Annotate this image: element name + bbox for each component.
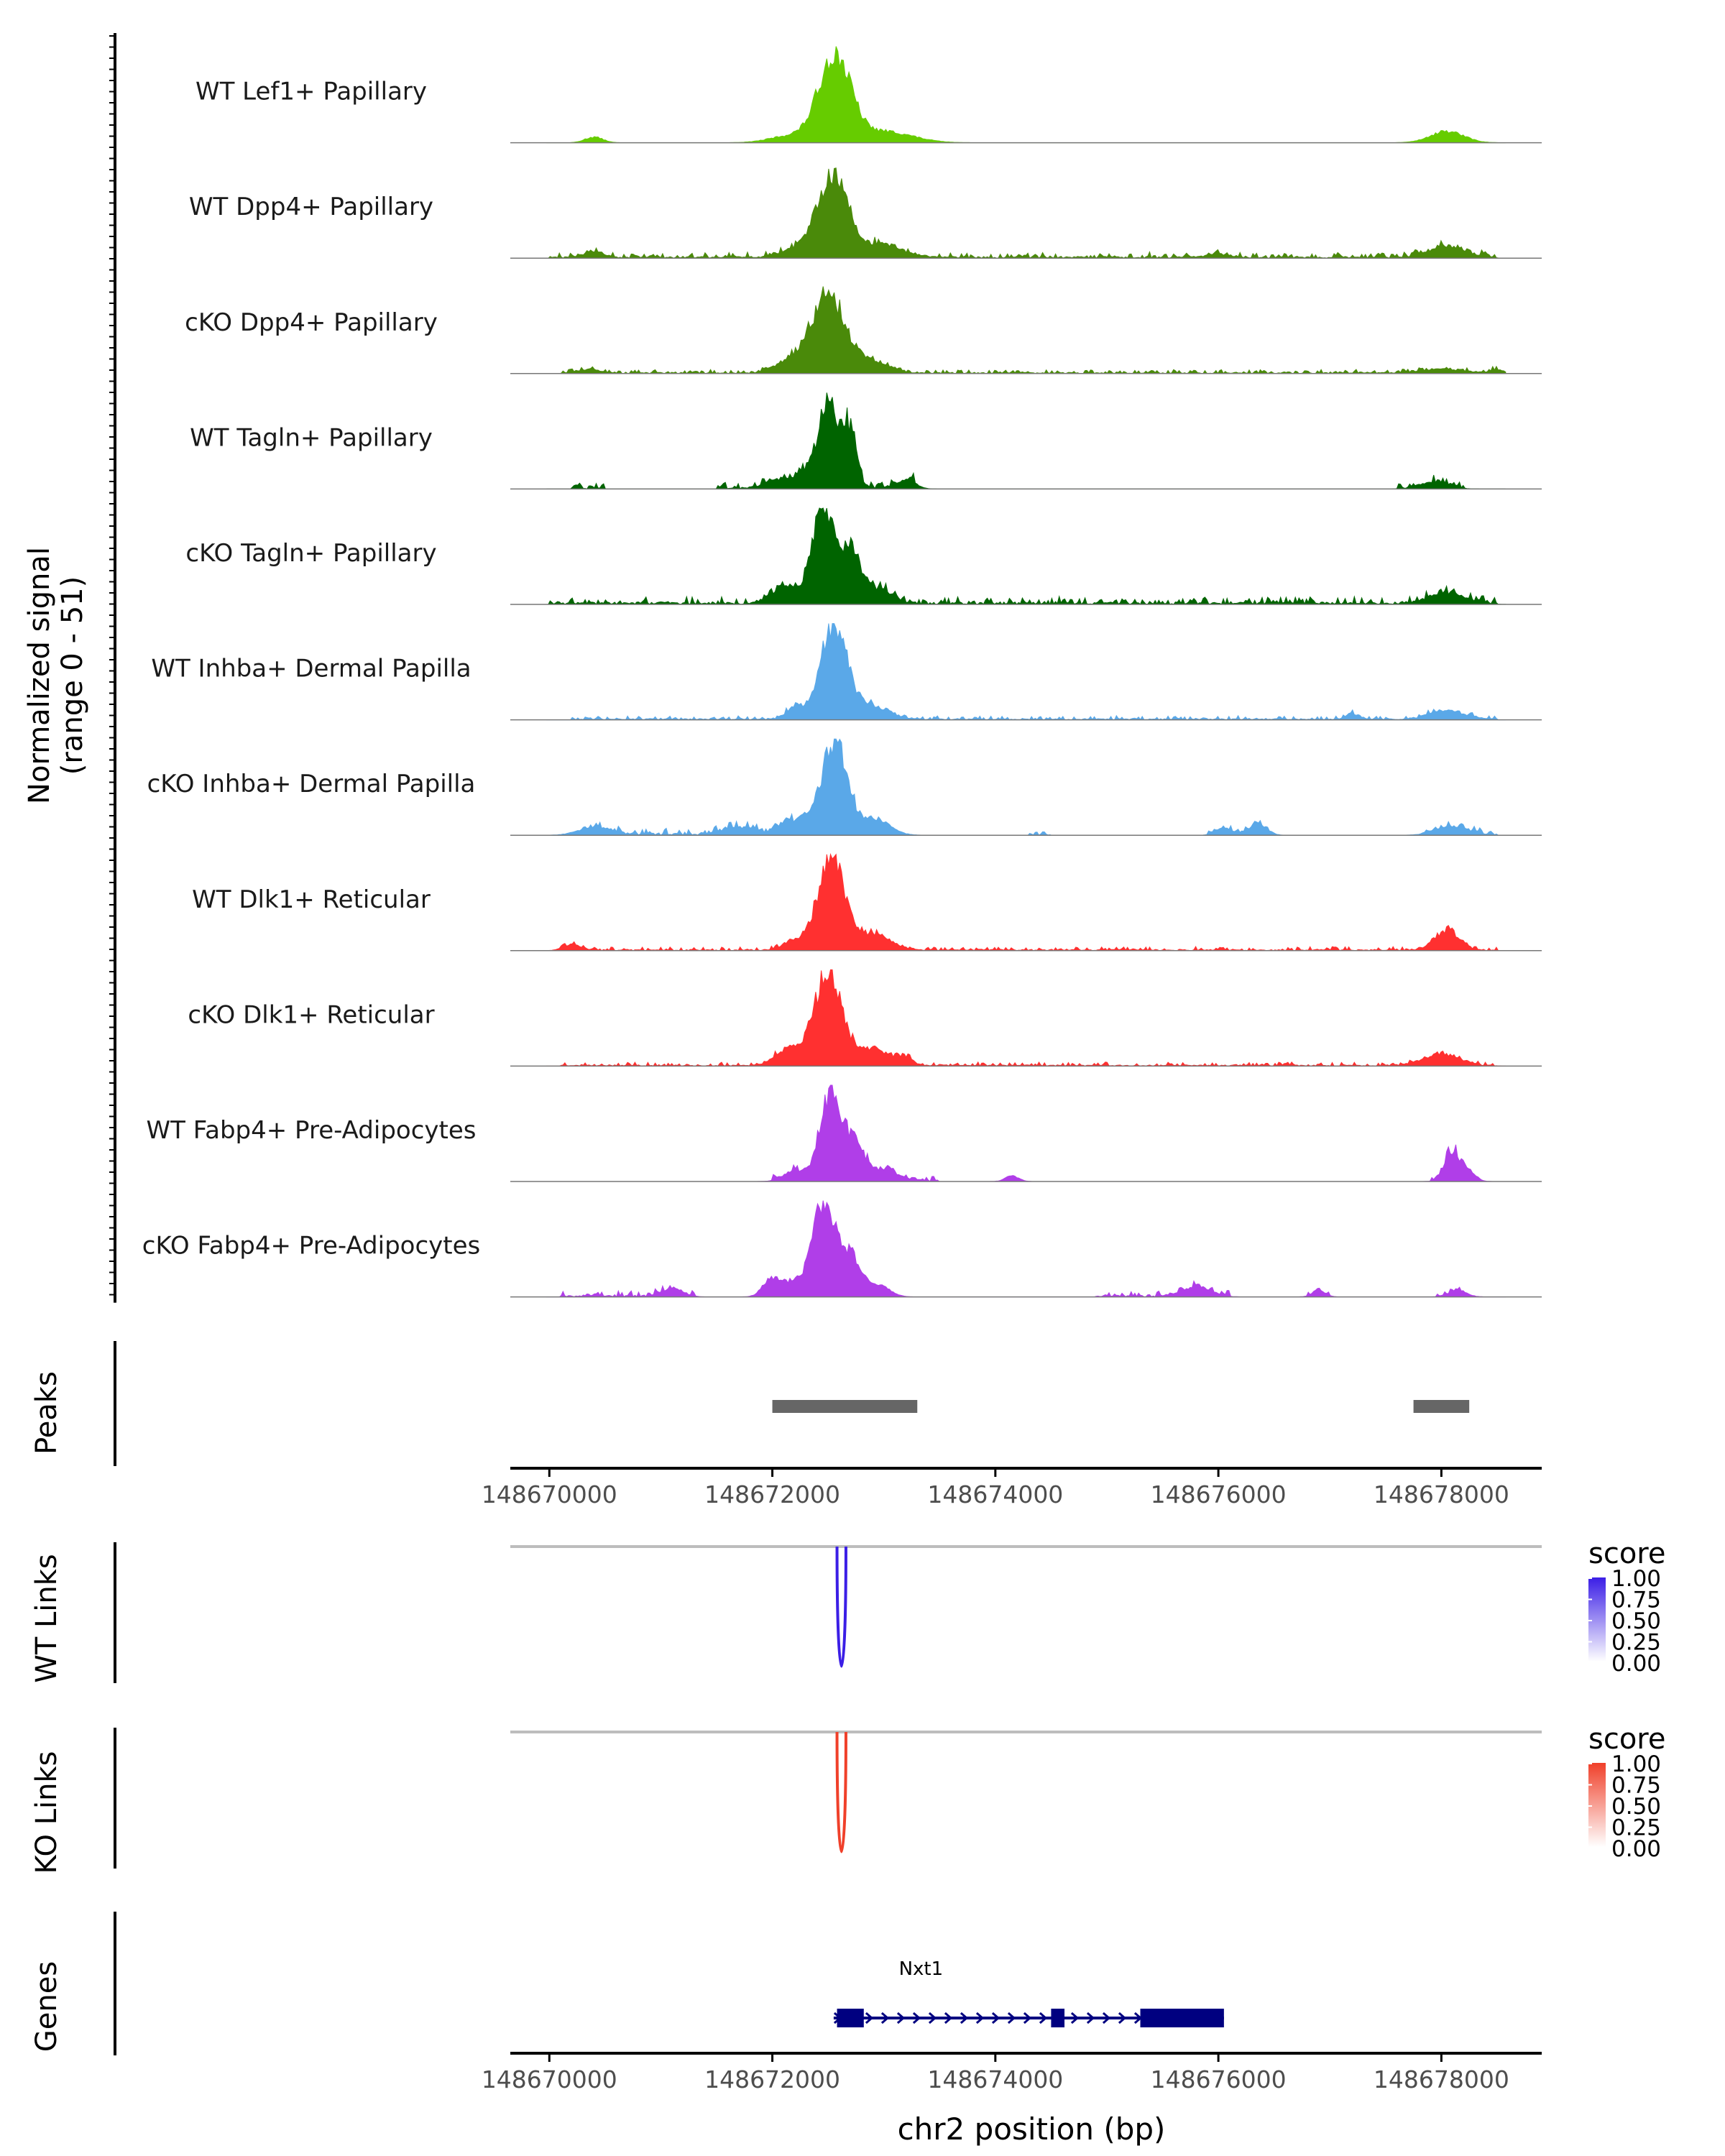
genes-panel: Nxt1 [114,1912,1224,2055]
strand-arrow-icon [865,2012,874,2024]
track-label-11: cKO Fabp4+ Pre-Adipocytes [142,1232,481,1261]
strand-arrow-icon [975,2012,985,2024]
strand-arrow-icon [1118,2012,1127,2024]
track-label-5: cKO Tagln+ Papillary [185,539,436,568]
coverage-area-8 [546,852,1506,952]
x-axis-bottom-tick-label: 148674000 [927,2065,1063,2093]
strand-arrow-icon [880,2012,890,2024]
peak-interval-2 [1413,1400,1470,1413]
strand-arrow-icon [896,2012,906,2024]
ko-legend-label: 0.25 [1611,1815,1661,1841]
gene-exon-2 [1051,2009,1065,2027]
wt-legend-colorbar [1588,1577,1606,1662]
strand-arrow-icon [1102,2012,1111,2024]
wt-legend-label: 0.00 [1611,1651,1661,1677]
track-label-7: cKO Inhba+ Dermal Papilla [147,770,476,798]
gene-exon-1 [837,2009,864,2027]
track-label-8: WT Dlk1+ Reticular [192,885,431,914]
wt-link-arc [835,1546,847,1668]
coverage-area-5 [546,507,1506,606]
track-label-6: WT Inhba+ Dermal Papilla [151,655,471,683]
gene-name-label: Nxt1 [899,1958,944,1980]
x-axis-bottom-tick-label: 148676000 [1151,2065,1287,2093]
x-axis-bottom-tick-label: 148678000 [1374,2065,1509,2093]
x-axis-top-tick-label: 148670000 [482,1480,617,1508]
coverage-panel: WT Lef1+ Papillary WT Dpp4+ Papillary cKO … [109,33,1542,1303]
y-axis-label-signal: Normalized signal [23,547,56,804]
ko-link-arc [835,1731,847,1853]
wt-legend-label: 0.25 [1611,1630,1661,1656]
x-axis-top-tick-label: 148676000 [1151,1480,1287,1508]
peaks-track-label: Peaks [30,1371,63,1455]
track-label-10: WT Fabp4+ Pre-Adipocytes [147,1116,477,1145]
x-axis-top-tick-label: 148674000 [927,1480,1063,1508]
wt-links-track-label: WT Links [30,1554,63,1682]
track-label-4: WT Tagln+ Papillary [190,423,433,452]
ko-legend-colorbar [1588,1763,1606,1847]
coverage-area-1 [546,46,1506,144]
ko-links-track-label: KO Links [30,1751,63,1874]
wt-legend-label: 0.50 [1611,1608,1661,1634]
strand-arrow-icon [928,2012,937,2024]
track-label-1: WT Lef1+ Papillary [196,78,427,106]
ko-legend-label: 0.50 [1611,1794,1661,1820]
track-label-9: cKO Dlk1+ Reticular [188,1000,434,1029]
coverage-area-6 [546,623,1506,721]
ko-legend-label: 0.00 [1611,1836,1661,1862]
ko-legend-label: 1.00 [1611,1751,1661,1777]
strand-arrow-icon [960,2012,969,2024]
wt-legend-label: 1.00 [1611,1566,1661,1592]
x-axis-title: chr2 position (bp) [898,2111,1166,2147]
x-axis-bottom: 148670000 148672000 148674000 148676000 1486… [482,2052,1542,2093]
x-axis-top: 148670000 148672000 148674000 148676000 1486… [482,1467,1542,1508]
y-axis-label-range: (range 0 - 51) [56,576,89,775]
genes-track-label: Genes [30,1961,63,2052]
wt-legend-title: score [1588,1537,1665,1570]
strand-arrow-icon [1039,2012,1048,2024]
coverage-area-9 [546,969,1506,1067]
track-label-2: WT Dpp4+ Papillary [189,193,433,221]
coverage-area-10 [546,1084,1506,1182]
x-axis-top-tick-label: 148672000 [704,1480,840,1508]
coverage-area-4 [546,392,1506,489]
strand-arrow-icon [991,2012,1000,2024]
track-label-3: cKO Dpp4+ Papillary [185,308,438,337]
strand-arrow-icon [1086,2012,1095,2024]
gene-exon-3 [1140,2009,1224,2027]
x-axis-bottom-tick-label: 148670000 [482,2065,617,2093]
strand-arrow-icon [1023,2012,1032,2024]
coverage-area-7 [546,738,1506,836]
coverage-area-3 [546,286,1506,374]
strand-arrow-icon [912,2012,921,2024]
x-axis-bottom-tick-label: 148672000 [704,2065,840,2093]
peak-interval-1 [772,1400,918,1413]
ko-legend-label: 0.75 [1611,1773,1661,1799]
strand-arrow-icon [1070,2012,1080,2024]
ko-legend-title: score [1588,1723,1665,1756]
peaks-panel [114,1341,1470,1466]
coverage-area-11 [546,1200,1506,1298]
coverage-area-2 [546,167,1506,259]
links-panel: score1.000.750.500.250.00score1.000.750.… [114,1537,1665,1869]
strand-arrow-icon [1007,2012,1016,2024]
strand-arrow-icon [944,2012,953,2024]
x-axis-top-tick-label: 148678000 [1374,1480,1509,1508]
wt-legend-label: 0.75 [1611,1588,1661,1613]
